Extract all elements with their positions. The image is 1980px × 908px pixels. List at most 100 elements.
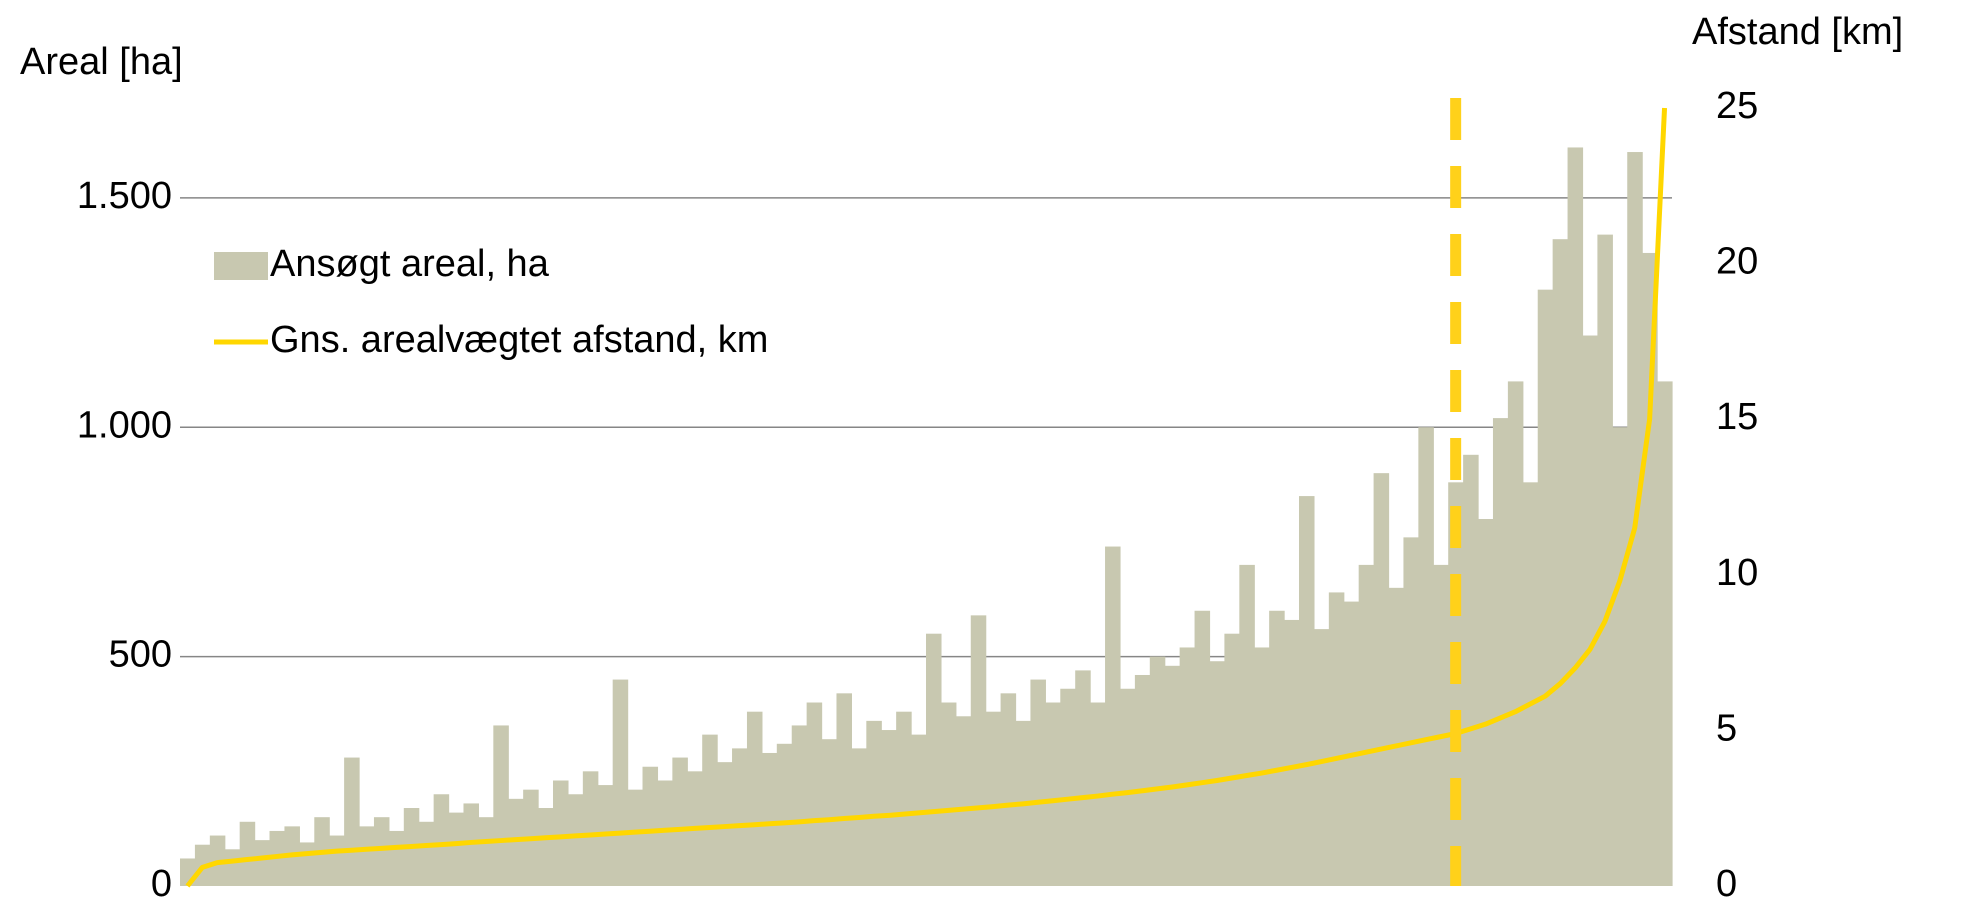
bar	[553, 780, 569, 886]
bar	[1388, 587, 1405, 886]
bar	[1030, 679, 1046, 886]
overlay	[185, 98, 1668, 888]
bar	[955, 716, 972, 886]
bar	[1358, 564, 1375, 886]
bar	[896, 711, 912, 886]
bar	[1418, 427, 1434, 886]
bar	[821, 739, 838, 886]
bar	[1328, 592, 1345, 886]
y2-tick-label: 15	[1716, 396, 1758, 438]
bar	[1179, 647, 1196, 886]
bar	[1373, 473, 1390, 886]
bar	[478, 817, 494, 886]
bar	[1299, 496, 1315, 886]
y2-tick-label: 20	[1716, 241, 1758, 283]
bar	[1403, 537, 1419, 886]
bar	[970, 615, 987, 886]
y-tick-label: 1.500	[77, 175, 172, 217]
bar	[926, 633, 942, 886]
line	[185, 107, 1668, 888]
bar	[1313, 629, 1330, 886]
bar	[1642, 252, 1658, 887]
bar	[508, 798, 524, 886]
bar	[1537, 289, 1554, 887]
bar	[1060, 688, 1076, 886]
bar	[344, 757, 360, 886]
bar	[239, 821, 256, 886]
bar	[881, 730, 897, 886]
bar	[806, 702, 823, 886]
bar	[1492, 418, 1509, 886]
y2-tick-label: 5	[1716, 707, 1737, 749]
bar	[1597, 234, 1613, 886]
bar	[567, 794, 584, 886]
bar	[582, 771, 599, 886]
bar	[627, 789, 644, 886]
bar	[672, 757, 688, 886]
bar	[1239, 564, 1255, 886]
bars	[180, 147, 1673, 887]
bar	[329, 835, 345, 886]
bar	[388, 830, 405, 886]
bar	[224, 849, 241, 886]
bar	[1522, 482, 1539, 886]
y-tick-label: 1.000	[77, 404, 172, 446]
bar	[1254, 647, 1270, 886]
bar	[776, 743, 793, 886]
bar	[1000, 693, 1017, 886]
bar	[1194, 610, 1211, 886]
bar	[373, 817, 390, 886]
bar	[1343, 601, 1360, 886]
bar	[1478, 519, 1494, 886]
bar	[612, 679, 629, 886]
bar	[1105, 546, 1121, 886]
bar	[1045, 702, 1061, 886]
bar	[657, 780, 673, 886]
legend-swatch	[214, 252, 268, 280]
bar	[1433, 564, 1449, 886]
bar	[1269, 610, 1285, 886]
bar	[299, 842, 315, 886]
bar	[418, 821, 435, 886]
bar	[1582, 335, 1598, 886]
bar	[985, 711, 1002, 886]
bar	[1075, 670, 1091, 886]
bar	[746, 711, 763, 886]
y-tick-label: 500	[109, 634, 172, 676]
y-axis-label: Areal [ha]	[20, 41, 183, 83]
bar	[836, 693, 852, 886]
bar	[1284, 619, 1300, 886]
bar	[940, 702, 957, 886]
legend-label: Gns. arealvægtet afstand, km	[270, 319, 768, 361]
bar	[1134, 674, 1151, 886]
bar	[1612, 427, 1628, 886]
bar	[448, 812, 465, 886]
bar	[866, 720, 882, 886]
bar	[1463, 454, 1479, 886]
bar	[732, 748, 748, 886]
bar	[359, 826, 375, 886]
bar	[791, 725, 808, 886]
bar	[1224, 633, 1240, 886]
bar	[1567, 147, 1584, 887]
bar	[254, 840, 271, 886]
legend-label: Ansøgt areal, ha	[270, 243, 550, 285]
bar	[1209, 661, 1225, 886]
bar	[1657, 381, 1673, 886]
y-tick-label: 0	[151, 863, 172, 903]
y2-tick-label: 0	[1716, 863, 1737, 903]
bar	[911, 734, 927, 886]
bar	[1164, 665, 1181, 886]
bar	[433, 794, 450, 886]
bar	[1119, 688, 1136, 886]
bar	[642, 766, 659, 886]
bar	[702, 734, 718, 886]
bar	[538, 808, 554, 886]
y2-tick-label: 10	[1716, 552, 1758, 594]
y2-tick-label: 25	[1716, 85, 1758, 127]
y2-axis-label: Afstand [km]	[1692, 11, 1903, 53]
bar	[493, 725, 509, 886]
bar	[1552, 239, 1569, 887]
bar	[1149, 656, 1166, 886]
